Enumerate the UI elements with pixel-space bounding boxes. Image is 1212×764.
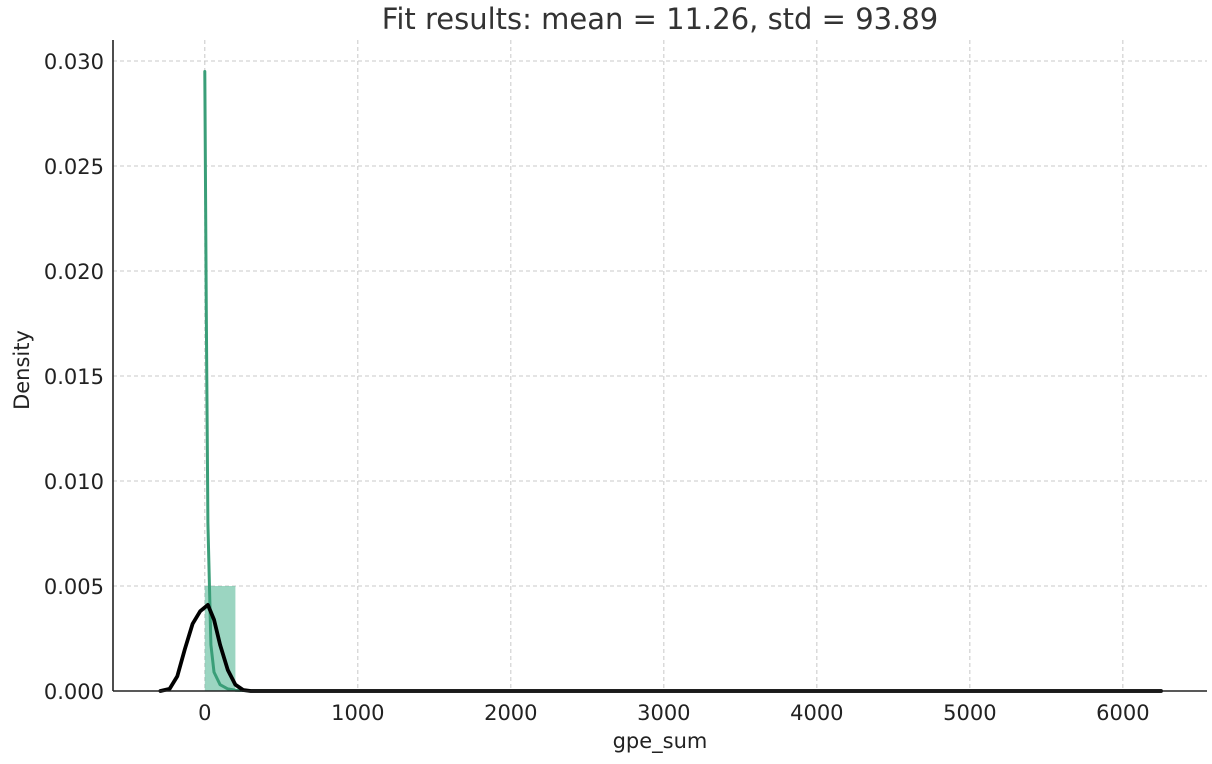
grid-lines bbox=[113, 40, 1207, 691]
y-tick-label-2: 0.010 bbox=[44, 470, 104, 494]
y-tick-label-0: 0.000 bbox=[44, 680, 104, 704]
y-tick-label-3: 0.015 bbox=[44, 365, 104, 389]
chart-title: Fit results: mean = 11.26, std = 93.89 bbox=[382, 2, 938, 36]
y-tick-label-6: 0.030 bbox=[44, 50, 104, 74]
y-tick-label-5: 0.025 bbox=[44, 155, 104, 179]
y-axis-label: Density bbox=[10, 330, 34, 410]
axes bbox=[112, 40, 1207, 692]
x-tick-label-5: 5000 bbox=[943, 701, 996, 725]
x-tick-label-0: 0 bbox=[198, 701, 211, 725]
fitted-normal-curve bbox=[158, 603, 1163, 693]
x-tick-label-6: 6000 bbox=[1096, 701, 1149, 725]
x-tick-label-1: 1000 bbox=[331, 701, 384, 725]
y-tick-label-1: 0.005 bbox=[44, 575, 104, 599]
y-tick-label-4: 0.020 bbox=[44, 260, 104, 284]
tick-labels: 0 1000 2000 3000 4000 5000 6000 0.000 0.005 0.010… bbox=[44, 50, 1150, 725]
kde-curve bbox=[203, 70, 1163, 693]
x-axis-label: gpe_sum bbox=[613, 729, 708, 754]
x-tick-label-4: 4000 bbox=[790, 701, 843, 725]
x-tick-label-2: 2000 bbox=[484, 701, 537, 725]
series-lines bbox=[158, 70, 1163, 693]
x-tick-label-3: 3000 bbox=[637, 701, 690, 725]
